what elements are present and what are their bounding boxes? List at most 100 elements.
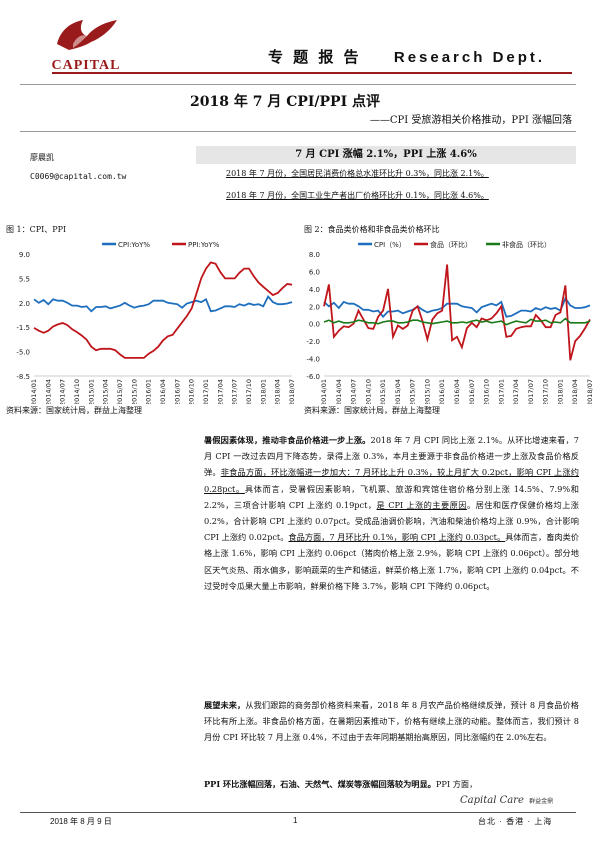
x-tick-label: 2016/01 (145, 379, 153, 404)
p1-b: 具体而言，受暑假因素影响，飞机票、旅游和宾馆住宿价格分别上涨 14.5%、7.9… (204, 483, 579, 510)
fig1-source: 资料来源：国家统计局，群益上海整理 (6, 406, 142, 415)
x-tick-label: 2015/07 (116, 379, 124, 404)
p1-c: 。居住和医疗保健价格均上涨 0.2%，合计影响 CPI 上涨约 0.07pct。… (204, 499, 579, 543)
y-tick-label: -2.0 (306, 338, 320, 346)
x-tick-label: 2016/01 (438, 379, 446, 404)
legend-label: PPI:YoY% (188, 241, 220, 249)
x-tick-label: 2014/07 (350, 379, 358, 404)
x-tick-label: 2018/01 (556, 379, 564, 404)
y-tick-label: 4.0 (309, 286, 320, 294)
x-tick-label: 2014/10 (73, 379, 81, 404)
series-line-3 (323, 317, 591, 326)
x-tick-label: 2016/10 (188, 379, 196, 404)
dept-cn: 专 题 报 告 (268, 49, 362, 66)
x-tick-label: 2017/01 (202, 379, 210, 404)
x-tick-label: 2014/04 (44, 379, 52, 404)
brand-sub: 群益金鼎 (529, 798, 554, 805)
series-line-1 (33, 294, 293, 313)
y-tick-label: 6.0 (309, 268, 320, 276)
brand-name: Capital Care (460, 795, 524, 806)
x-tick-label: 2016/07 (173, 379, 181, 404)
p2-a: 从我们跟踪的商务部价格资料来看，2018 年 8 月农产品价格继续反弹，预计 8… (204, 700, 579, 743)
x-tick-label: 2015/07 (409, 379, 417, 404)
p1-lead: 暑假因素体现，推动非食品价格进一步上涨。 (204, 435, 371, 445)
footer-rule (20, 812, 576, 813)
p1-u2: 是 CPI 上涨的主要原因 (376, 499, 467, 510)
x-tick-label: 2014/01 (320, 379, 328, 404)
x-tick-label: 2014/04 (335, 379, 343, 404)
logo: CAPITAL (26, 14, 146, 74)
x-tick-label: 2018/01 (259, 379, 267, 404)
legend-label: CPI（%） (374, 241, 406, 249)
footer-cities: 台北 · 香港 · 上海 (478, 817, 553, 826)
p3-lead: PPI 环比涨幅回落，石油、天然气、煤炭等涨幅回落较为明显。 (204, 779, 436, 789)
y-tick-label: 9.0 (19, 251, 30, 259)
x-tick-label: 2015/04 (394, 379, 402, 404)
p1-u1: 非食品方面，环比涨幅进一步加大：7 月环比上升 0.3%，较上月扩大 0.2pc… (204, 467, 579, 494)
series-line-2 (33, 261, 293, 359)
footer-page: 1 (293, 816, 298, 825)
page-title: 2018 年 7 月 CPI/PPI 点评 (190, 94, 381, 110)
x-tick-label: 2017/10 (245, 379, 253, 404)
p1-u3: 食品方面，7 月环比升 0.1%，影响 CPI 上涨约 0.03pct。 (288, 532, 506, 543)
x-tick-label: 2015/01 (379, 379, 387, 404)
legend-label: 非食品（环比） (502, 240, 551, 249)
key-point-2: 2018 年 7 月份，全国工业生产者出厂价格环比升 0.1%，同比涨 4.6%… (226, 191, 489, 200)
author-email: C0069@capital.com.tw (30, 172, 127, 181)
x-tick-label: 2017/01 (497, 379, 505, 404)
y-tick-label: 2.0 (309, 303, 320, 311)
x-tick-label: 2015/01 (87, 379, 95, 404)
header-rule (52, 72, 572, 74)
x-tick-label: 2018/04 (571, 379, 579, 404)
body-paragraph-1: 暑假因素体现，推动非食品价格进一步上涨。2018 年 7 月 CPI 同比上涨 … (204, 432, 579, 594)
legend-label: 食品（环比） (430, 240, 472, 249)
author-name: 廖晨凯 (30, 153, 54, 162)
page-subtitle: ——CPI 受旅游相关价格推动，PPI 涨幅回落 (369, 115, 572, 126)
legend-label: CPI:YoY% (118, 241, 150, 249)
series-line-1 (323, 296, 591, 319)
x-tick-label: 2016/04 (453, 379, 461, 404)
key-points-headline: 7 月 CPI 涨幅 2.1%，PPI 上涨 4.6% (196, 146, 576, 164)
x-tick-label: 2014/07 (59, 379, 67, 404)
body-paragraph-3: PPI 环比涨幅回落，石油、天然气、煤炭等涨幅回落较为明显。PPI 方面， (204, 776, 579, 792)
x-tick-label: 2017/04 (512, 379, 520, 404)
y-tick-label: 5.5 (19, 275, 30, 283)
p2-lead: 展望未来， (204, 700, 246, 710)
p1-d: 具体而言，畜肉类价格上涨 1.6%，影响 CPI 上涨约 0.06pct（猪肉价… (204, 532, 579, 591)
y-tick-label: -8.5 (16, 373, 30, 381)
capital-bird-icon (57, 20, 117, 50)
x-tick-label: 2017/07 (231, 379, 239, 404)
x-tick-label: 2017/04 (216, 379, 224, 404)
x-tick-label: 2015/04 (102, 379, 110, 404)
key-point-1: 2018 年 7 月份，全国居民消费价格总水准环比升 0.3%，同比涨 2.1%… (226, 169, 489, 178)
x-tick-label: 2016/04 (159, 379, 167, 404)
y-tick-label: 2.0 (19, 300, 30, 308)
x-tick-label: 2014/01 (30, 379, 38, 404)
y-tick-label: -4.0 (306, 356, 320, 364)
footer-date: 2018 年 8 月 9 日 (50, 817, 112, 826)
fig1-caption: 图 1：CPI、PPI (6, 225, 67, 234)
x-tick-label: 2018/07 (586, 379, 594, 404)
x-tick-label: 2017/07 (527, 379, 535, 404)
x-tick-label: 2015/10 (423, 379, 431, 404)
logo-text: CAPITAL (51, 58, 121, 73)
p1-a: 2018 年 7 月 CPI 同比上涨 2.1%。从环比增速来看，7 月 CPI… (204, 435, 579, 478)
title-box: 2018 年 7 月 CPI/PPI 点评 ——CPI 受旅游相关价格推动，PP… (20, 84, 576, 132)
fig2-source: 资料来源：国家统计局，群益上海整理 (304, 406, 440, 415)
y-tick-label: 8.0 (309, 251, 320, 259)
dept-title: 专 题 报 告 Research Dept. (268, 46, 545, 67)
x-tick-label: 2018/07 (288, 379, 296, 404)
dept-en: Research Dept. (393, 49, 546, 66)
x-tick-label: 2018/04 (274, 379, 282, 404)
y-tick-label: -6.0 (306, 373, 320, 381)
x-tick-label: 2016/07 (468, 379, 476, 404)
y-tick-label: -1.5 (16, 324, 30, 332)
series-line-2 (323, 264, 591, 361)
y-tick-label: 0.0 (309, 321, 320, 329)
fig2-caption: 图 2：食品类价格和非食品类价格环比 (304, 225, 440, 234)
x-tick-label: 2015/10 (130, 379, 138, 404)
y-tick-label: -5.0 (16, 349, 30, 357)
footer-brand: Capital Care 群益金鼎 (460, 795, 553, 806)
